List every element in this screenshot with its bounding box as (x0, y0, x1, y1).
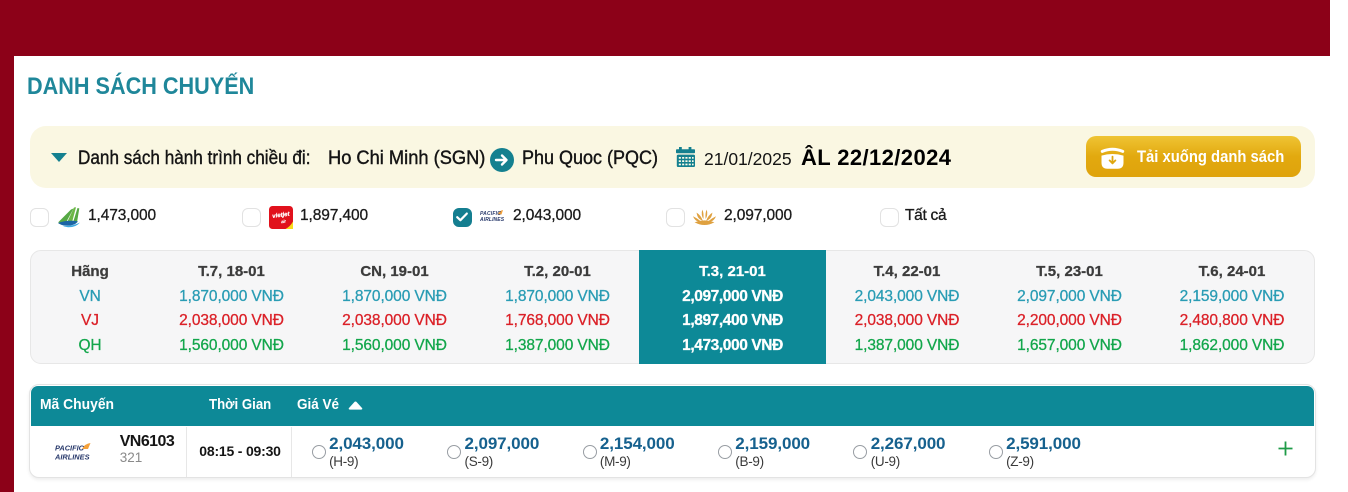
svg-text:vietjet: vietjet (272, 211, 291, 219)
svg-text:air: air (281, 218, 287, 224)
svg-text:PACIFIC: PACIFIC (480, 211, 501, 217)
svg-text:PACIFIC: PACIFIC (55, 444, 85, 453)
svg-text:AIRLINES: AIRLINES (480, 217, 505, 222)
svg-text:AIRLINES: AIRLINES (55, 453, 90, 462)
